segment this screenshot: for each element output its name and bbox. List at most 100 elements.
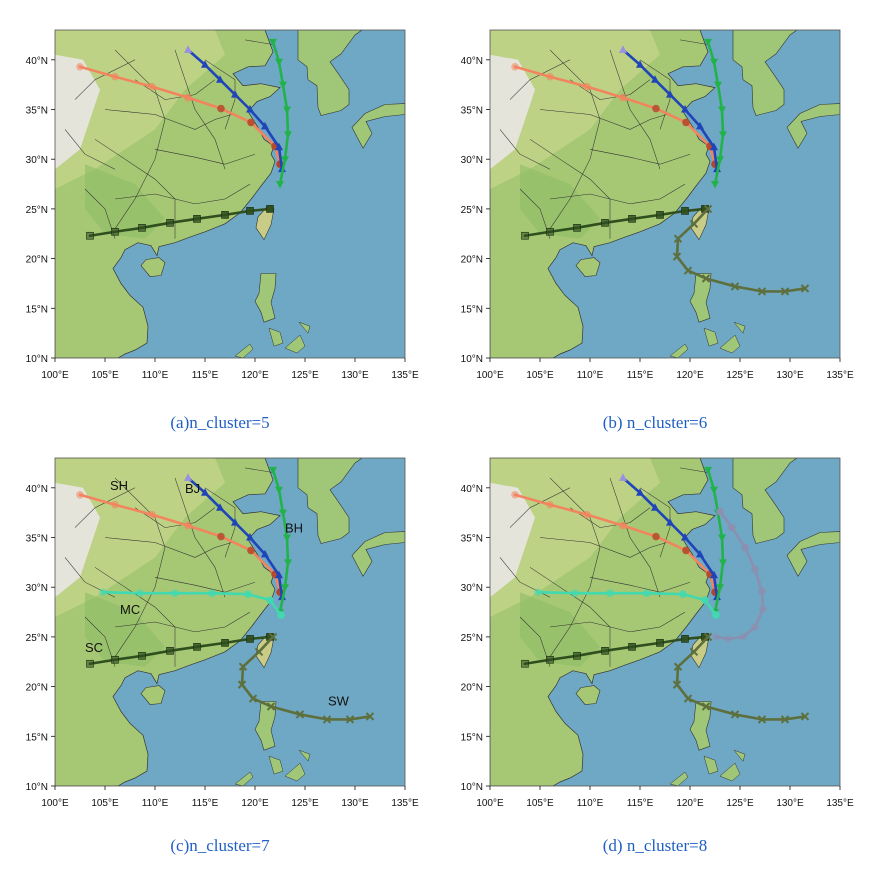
province-boundary — [609, 49, 661, 170]
track-point — [689, 647, 699, 657]
caption-c: (c)n_cluster=7 — [170, 836, 270, 855]
lowland-shading — [520, 592, 600, 667]
province-boundary — [509, 487, 571, 528]
land-island — [234, 343, 254, 358]
track-point — [76, 62, 84, 71]
province-boundary — [94, 139, 176, 239]
track-point — [284, 559, 292, 567]
track-point — [217, 532, 225, 541]
track-point — [711, 181, 719, 189]
track-point — [261, 549, 269, 558]
panel-d: 100°E 105°E 110°E 115°E 120°E 125°E 130°E 135°E… — [435, 428, 875, 863]
track-segment — [713, 585, 722, 614]
track-segment — [645, 591, 685, 596]
track-segment — [603, 217, 634, 225]
track-point — [284, 131, 292, 139]
track-segment — [698, 125, 716, 149]
track-point — [689, 219, 699, 229]
tracks — [511, 466, 810, 724]
plateau-snow — [490, 482, 535, 598]
y-tick-label: 25°N — [26, 633, 48, 644]
y-tick-label: 10°N — [461, 782, 483, 793]
track-segment — [271, 40, 281, 64]
map-d: 100°E 105°E 110°E 115°E 120°E 125°E 130°E 135°E… — [461, 457, 854, 809]
track-segment — [277, 145, 284, 171]
track-segment — [712, 488, 720, 514]
x-tick-label: 130°E — [776, 370, 804, 381]
track-segment — [675, 665, 680, 686]
track-point — [710, 570, 718, 579]
track-segment — [263, 553, 281, 577]
track-segment — [713, 157, 722, 186]
x-tick-label: 120°E — [676, 370, 704, 381]
track-point — [184, 473, 192, 481]
track-point — [724, 635, 732, 643]
track-point — [712, 633, 720, 641]
track-point — [714, 81, 722, 90]
track-segment — [654, 107, 688, 124]
plot-frame — [489, 457, 841, 787]
land-island — [719, 334, 741, 354]
track-point — [184, 93, 192, 102]
panel-a: 100°E 105°E 110°E 115°E 120°E 125°E 130°E 135°E… — [0, 0, 440, 435]
track-point — [283, 534, 291, 543]
track-segment — [753, 568, 764, 593]
province-boundary — [114, 477, 166, 657]
plot-frame — [489, 29, 841, 359]
track-segment — [277, 488, 285, 514]
caption-b: (b) n_cluster=6 — [602, 413, 708, 432]
track-segment — [278, 585, 287, 614]
province-boundary — [549, 183, 686, 205]
x-tick-label: 110°E — [142, 798, 169, 809]
province-boundary — [529, 567, 611, 667]
y-tick-label: 20°N — [461, 683, 483, 694]
y-tick-label: 35°N — [26, 534, 48, 545]
track-point — [201, 488, 209, 496]
track-point — [651, 503, 659, 511]
panel-c: SH BJ BH MC SC SW 100°E 105°E 110°E 115°E 120°E 125… — [0, 428, 440, 863]
track-point — [636, 60, 644, 68]
track-point — [111, 500, 119, 509]
y-tick-label: 10°N — [461, 354, 483, 365]
track-segment — [277, 60, 285, 86]
x-tick-label: 115°E — [192, 798, 219, 809]
track-point — [269, 466, 277, 475]
panel-b: 100°E 105°E 110°E 115°E 120°E 125°E 130°E 135°E… — [435, 0, 875, 435]
route-label-mc: MC — [120, 602, 140, 617]
route-bh — [269, 466, 292, 617]
route-sc — [86, 633, 274, 668]
route-sw — [672, 204, 810, 296]
track-point — [86, 659, 94, 668]
x-tick-label: 135°E — [391, 370, 419, 381]
track-point — [261, 121, 269, 130]
land-korea — [732, 458, 798, 544]
route-bh — [704, 38, 727, 189]
y-tick-label: 25°N — [461, 633, 483, 644]
land-island — [703, 755, 719, 775]
track-segment — [704, 705, 737, 716]
track-segment — [733, 285, 764, 293]
province-boundary — [174, 477, 226, 598]
track-point — [751, 623, 759, 631]
track-point — [656, 211, 664, 219]
track-point — [266, 702, 276, 711]
track-segment — [585, 85, 625, 99]
y-tick-label: 25°N — [26, 205, 48, 216]
y-tick-label: 15°N — [461, 732, 483, 743]
track-point — [279, 81, 287, 90]
caption-a: (a)n_cluster=5 — [170, 413, 270, 432]
route-label-bj: BJ — [185, 481, 200, 496]
track-point — [546, 500, 554, 509]
x-tick-label: 130°E — [341, 370, 369, 381]
route-label-sw: SW — [328, 693, 350, 708]
track-point — [166, 219, 174, 227]
x-tick-label: 115°E — [192, 370, 219, 381]
track-segment — [575, 221, 607, 230]
basemap — [490, 458, 840, 786]
track-point — [365, 712, 375, 721]
track-point — [345, 715, 355, 724]
route-sc — [521, 633, 709, 668]
land-island — [284, 334, 306, 354]
land-island — [733, 749, 746, 762]
track-point — [546, 72, 554, 81]
